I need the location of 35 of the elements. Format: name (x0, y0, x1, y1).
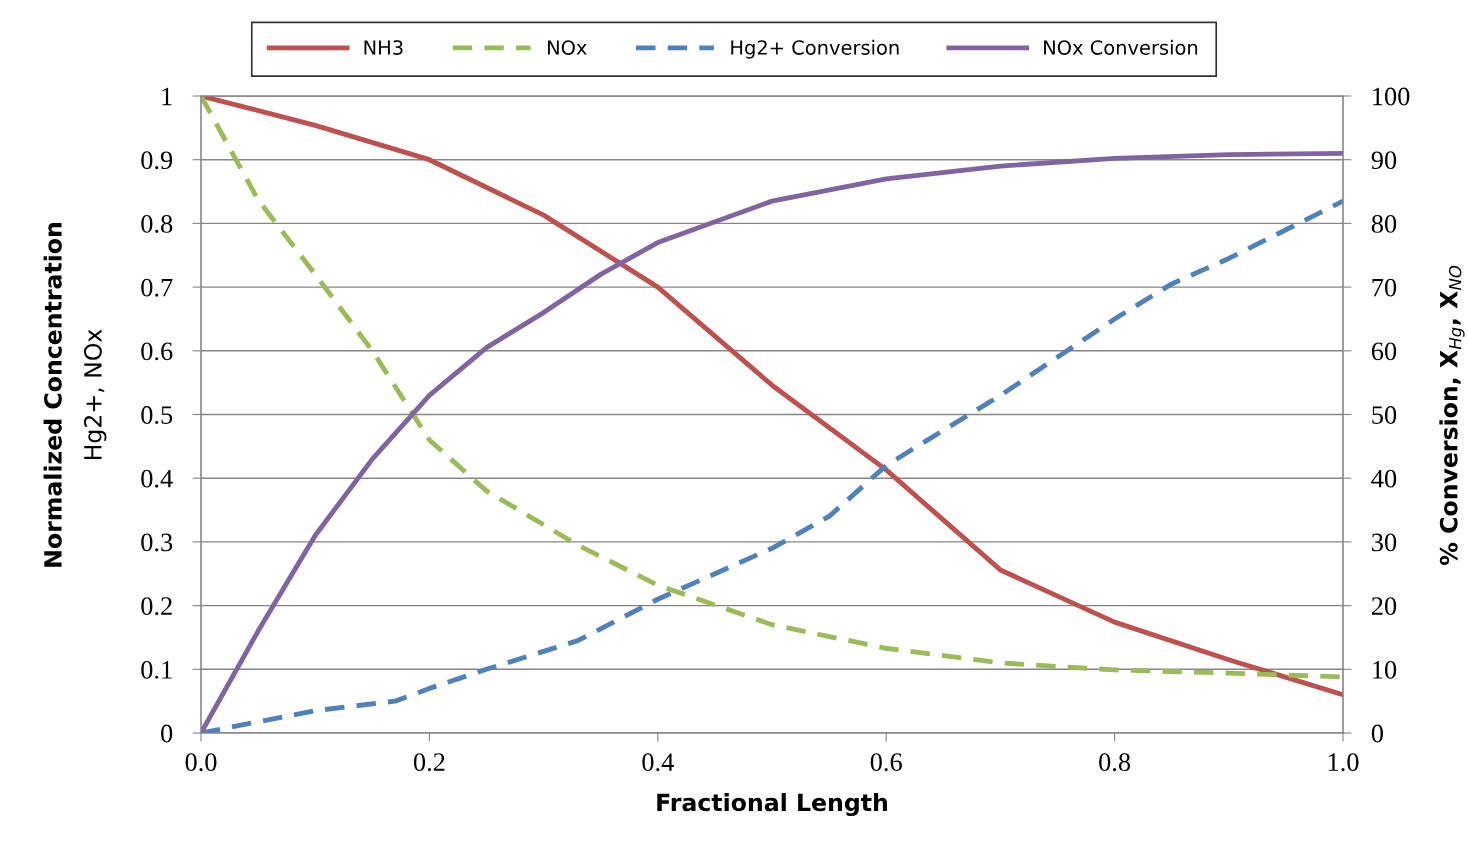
x-tick-label: 0.2 (413, 753, 445, 772)
x-tick-label: 0.6 (870, 753, 902, 772)
x-axis-title: Fractional Length (657, 793, 888, 817)
y2-tick-label: 70 (1372, 278, 1397, 297)
y-tick-label: 0.4 (141, 469, 173, 488)
y2-tick-label: 50 (1372, 406, 1397, 424)
y-tick-label: 0.8 (141, 215, 173, 233)
legend-label: NH3 (364, 40, 403, 55)
y-tick-label: 0.9 (141, 151, 173, 170)
y2-tick-label: 80 (1371, 215, 1397, 233)
y2-tick-label: 100 (1373, 87, 1410, 106)
y2-tick-label: 30 (1372, 533, 1397, 552)
x-tick-label: 0.0 (185, 753, 217, 772)
y2-tick-label: 90 (1371, 151, 1397, 170)
y-tick-label: 0.2 (141, 597, 172, 616)
y-tick-label: 0.6 (141, 342, 173, 361)
y2-axis-title: % Conversion, X$_{Hg}$, X$_{NO}$ (1439, 265, 1465, 565)
y2-tick-label: 0 (1371, 724, 1383, 743)
y-axis-title: Normalized Concentration Hg2+, NOx (43, 223, 107, 567)
legend-label: NOx Conversion (1044, 39, 1198, 55)
y2-tick-label: 20 (1371, 597, 1397, 616)
x-tick-label: 1.0 (1328, 753, 1359, 772)
x-tick-label: 0.8 (1099, 753, 1131, 772)
legend-label: NOx (548, 40, 587, 55)
y-tick-label: 0.1 (141, 660, 172, 679)
x-tick-label: 0.4 (642, 753, 674, 772)
y-tick-label: 0.3 (141, 533, 173, 552)
y-tick-label: 0.7 (141, 278, 173, 297)
y2-tick-label: 10 (1373, 660, 1397, 679)
y2-tick-label: 40 (1371, 469, 1397, 488)
y-tick-label: 0 (161, 724, 173, 743)
y-tick-label: 1 (162, 87, 172, 106)
y2-tick-label: 60 (1371, 342, 1397, 361)
y-tick-label: 0.5 (141, 406, 173, 425)
legend-label: Hg2+ Conversion (731, 39, 899, 59)
